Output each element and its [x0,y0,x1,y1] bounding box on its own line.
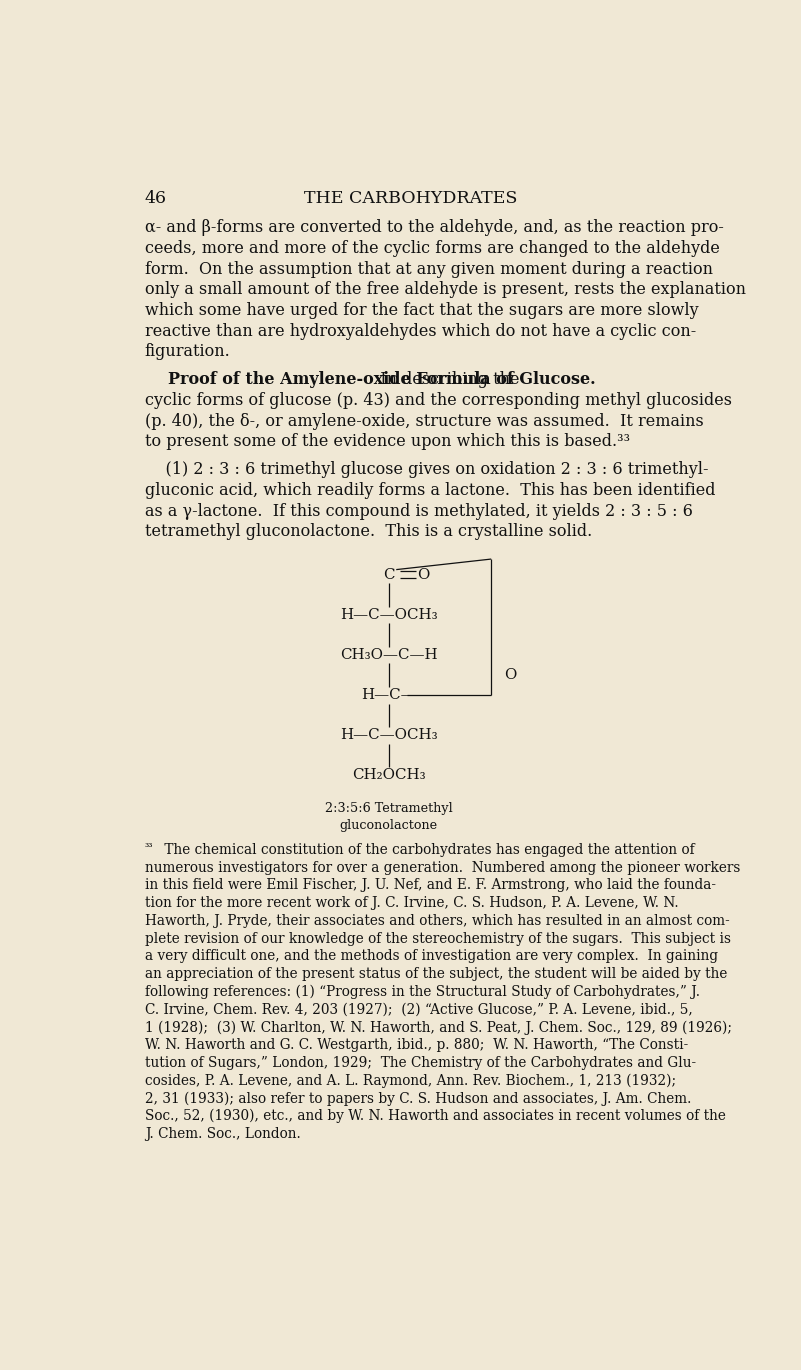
Text: as a γ-lactone.  If this compound is methylated, it yields 2 : 3 : 5 : 6: as a γ-lactone. If this compound is meth… [145,503,693,519]
Text: O: O [417,569,429,582]
Text: α- and β-forms are converted to the aldehyde, and, as the reaction pro-: α- and β-forms are converted to the alde… [145,219,723,236]
Text: tution of Sugars,” London, 1929;  The Chemistry of the Carbohydrates and Glu-: tution of Sugars,” London, 1929; The Che… [145,1056,696,1070]
Text: to present some of the evidence upon which this is based.³³: to present some of the evidence upon whi… [145,433,630,451]
Text: The chemical constitution of the carbohydrates has engaged the attention of: The chemical constitution of the carbohy… [160,843,695,858]
Text: 2:3:5:6 Tetramethyl: 2:3:5:6 Tetramethyl [325,801,453,815]
Text: cyclic forms of glucose (p. 43) and the corresponding methyl glucosides: cyclic forms of glucose (p. 43) and the … [145,392,732,408]
Text: figuration.: figuration. [145,344,231,360]
Text: CH₂OCH₃: CH₂OCH₃ [352,769,425,782]
Text: Soc., 52, (1930), etc., and by W. N. Haworth and associates in recent volumes of: Soc., 52, (1930), etc., and by W. N. Haw… [145,1108,726,1123]
Text: H—C—OCH₃: H—C—OCH₃ [340,729,437,743]
Text: Proof of the Amylene-oxide Formula of Glucose.: Proof of the Amylene-oxide Formula of Gl… [168,371,596,388]
Text: reactive than are hydroxyaldehydes which do not have a cyclic con-: reactive than are hydroxyaldehydes which… [145,323,696,340]
Text: CH₃O—C—H: CH₃O—C—H [340,648,437,662]
Text: H—C—OCH₃: H—C—OCH₃ [340,608,437,622]
Text: only a small amount of the free aldehyde is present, rests the explanation: only a small amount of the free aldehyde… [145,281,746,299]
Text: H—C—: H—C— [361,688,416,703]
Text: plete revision of our knowledge of the stereochemistry of the sugars.  This subj: plete revision of our knowledge of the s… [145,932,731,945]
Text: THE CARBOHYDRATES: THE CARBOHYDRATES [304,190,517,207]
Text: in this field were Emil Fischer, J. U. Nef, and E. F. Armstrong, who laid the fo: in this field were Emil Fischer, J. U. N… [145,878,716,892]
Text: Haworth, J. Pryde, their associates and others, which has resulted in an almost : Haworth, J. Pryde, their associates and … [145,914,730,927]
Text: ³³: ³³ [145,843,153,854]
Text: 46: 46 [145,190,167,207]
Text: gluconic acid, which readily forms a lactone.  This has been identified: gluconic acid, which readily forms a lac… [145,482,715,499]
Text: W. N. Haworth and G. C. Westgarth, ibid., p. 880;  W. N. Haworth, “The Consti-: W. N. Haworth and G. C. Westgarth, ibid.… [145,1038,688,1052]
Text: a very difficult one, and the methods of investigation are very complex.  In gai: a very difficult one, and the methods of… [145,949,718,963]
Text: C. Irvine, Chem. Rev. 4, 203 (1927);  (2) “Active Glucose,” P. A. Levene, ibid.,: C. Irvine, Chem. Rev. 4, 203 (1927); (2)… [145,1003,693,1017]
Text: tion for the more recent work of J. C. Irvine, C. S. Hudson, P. A. Levene, W. N.: tion for the more recent work of J. C. I… [145,896,678,910]
Text: (1) 2 : 3 : 6 trimethyl glucose gives on oxidation 2 : 3 : 6 trimethyl-: (1) 2 : 3 : 6 trimethyl glucose gives on… [145,462,708,478]
Text: an appreciation of the present status of the subject, the student will be aided : an appreciation of the present status of… [145,967,727,981]
Text: following references: (1) “Progress in the Structural Study of Carbohydrates,” J: following references: (1) “Progress in t… [145,985,700,999]
Text: (p. 40), the δ-, or amylene-oxide, structure was assumed.  It remains: (p. 40), the δ-, or amylene-oxide, struc… [145,412,703,430]
Text: cosides, P. A. Levene, and A. L. Raymond, Ann. Rev. Biochem., 1, 213 (1932);: cosides, P. A. Levene, and A. L. Raymond… [145,1074,676,1088]
Text: J. Chem. Soc., London.: J. Chem. Soc., London. [145,1126,300,1141]
Text: O: O [504,669,516,682]
Text: form.  On the assumption that at any given moment during a reaction: form. On the assumption that at any give… [145,260,713,278]
Text: ceeds, more and more of the cyclic forms are changed to the aldehyde: ceeds, more and more of the cyclic forms… [145,240,719,258]
Text: tetramethyl gluconolactone.  This is a crystalline solid.: tetramethyl gluconolactone. This is a cr… [145,523,592,540]
Text: In describing the: In describing the [370,371,519,388]
Text: which some have urged for the fact that the sugars are more slowly: which some have urged for the fact that … [145,301,698,319]
Text: 2, 31 (1933); also refer to papers by C. S. Hudson and associates, J. Am. Chem.: 2, 31 (1933); also refer to papers by C.… [145,1091,691,1106]
Text: gluconolactone: gluconolactone [340,819,438,832]
Text: 1 (1928);  (3) W. Charlton, W. N. Haworth, and S. Peat, J. Chem. Soc., 129, 89 (: 1 (1928); (3) W. Charlton, W. N. Haworth… [145,1021,732,1034]
Text: C: C [383,569,395,582]
Text: numerous investigators for over a generation.  Numbered among the pioneer worker: numerous investigators for over a genera… [145,860,740,875]
